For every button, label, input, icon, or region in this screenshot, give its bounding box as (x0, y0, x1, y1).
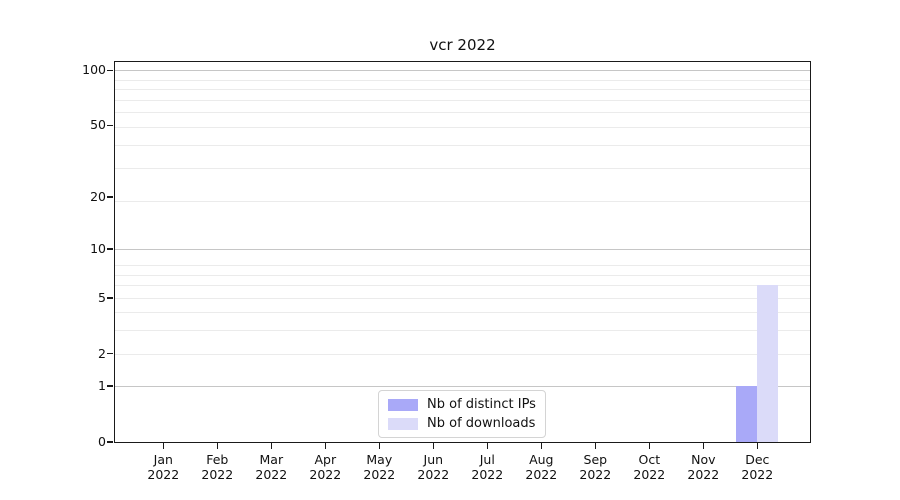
y-gridline-minor (115, 168, 810, 170)
x-tick-mark (216, 443, 219, 449)
x-tick-mark (540, 443, 542, 449)
y-gridline-minor (115, 99, 810, 101)
y-gridline-minor (115, 126, 810, 128)
y-gridline-minor (115, 297, 810, 299)
y-tick-mark (107, 124, 113, 127)
x-tick-mark (594, 443, 596, 449)
y-tick-label: 20 (90, 188, 106, 204)
x-tick-mark (702, 443, 704, 449)
x-tick-label: Sep 2022 (579, 452, 612, 482)
legend-swatch-distinct-ips (388, 398, 418, 411)
y-gridline-minor (115, 200, 810, 202)
x-tick-label: May 2022 (363, 452, 396, 482)
y-tick-mark (107, 297, 113, 299)
x-tick-label: Dec 2022 (741, 452, 774, 482)
x-tick-mark (756, 443, 758, 449)
y-gridline-major (115, 386, 810, 388)
y-tick-mark (107, 196, 113, 198)
y-gridline-minor (115, 144, 810, 146)
x-tick-mark (270, 443, 273, 449)
legend-entry-distinct-ips: Nb of distinct IPs (388, 397, 536, 412)
y-tick-mark (107, 248, 113, 250)
x-tick-mark (324, 443, 327, 449)
y-tick-label: 50 (90, 117, 106, 133)
y-gridline-minor (115, 353, 810, 355)
y-tick-label: 100 (82, 62, 106, 78)
legend-swatch-downloads (388, 417, 418, 430)
x-tick-mark (486, 443, 489, 449)
y-tick-mark (107, 352, 113, 355)
x-tick-label: Jan 2022 (147, 452, 180, 482)
x-tick-label: Jun 2022 (417, 452, 450, 482)
y-tick-label: 5 (98, 289, 106, 305)
legend-label-distinct-ips: Nb of distinct IPs (427, 397, 536, 412)
y-tick-label: 0 (98, 434, 106, 449)
legend-entry-downloads: Nb of downloads (388, 416, 536, 431)
x-tick-label: Oct 2022 (633, 452, 666, 482)
x-tick-label: Nov 2022 (687, 452, 720, 482)
x-tick-mark (162, 443, 165, 449)
x-tick-label: Apr 2022 (309, 452, 342, 482)
y-gridline-minor (115, 274, 810, 276)
y-gridline-minor (115, 79, 810, 81)
bar-distinct-ips-dec (736, 386, 758, 442)
x-tick-mark (378, 443, 381, 449)
x-tick-label: Aug 2022 (525, 452, 558, 482)
plot-area: Nb of distinct IPs Nb of downloads (114, 61, 811, 443)
x-tick-label: Feb 2022 (201, 452, 234, 482)
y-gridline-minor (115, 312, 810, 314)
y-tick-mark (107, 69, 113, 72)
x-tick-label: Mar 2022 (255, 452, 288, 482)
x-tick-mark (432, 443, 435, 449)
y-gridline-major (115, 248, 810, 250)
y-gridline-minor (115, 112, 810, 114)
x-tick-mark (648, 443, 650, 449)
y-tick-label: 10 (90, 240, 106, 256)
y-tick-mark (107, 385, 113, 387)
x-tick-label: Jul 2022 (471, 452, 504, 482)
y-tick-label: 1 (98, 378, 106, 394)
y-gridline-minor (115, 265, 810, 266)
y-gridline-major (115, 70, 810, 72)
y-tick-label: 2 (98, 345, 106, 361)
y-gridline-minor (115, 89, 810, 91)
legend-label-downloads: Nb of downloads (427, 416, 536, 431)
bar-downloads-dec (757, 285, 779, 442)
y-tick-mark (107, 441, 113, 443)
chart-title: vcr 2022 (429, 36, 496, 54)
y-gridline-minor (115, 285, 810, 287)
y-gridline-minor (115, 330, 810, 332)
legend: Nb of distinct IPs Nb of downloads (378, 390, 546, 438)
